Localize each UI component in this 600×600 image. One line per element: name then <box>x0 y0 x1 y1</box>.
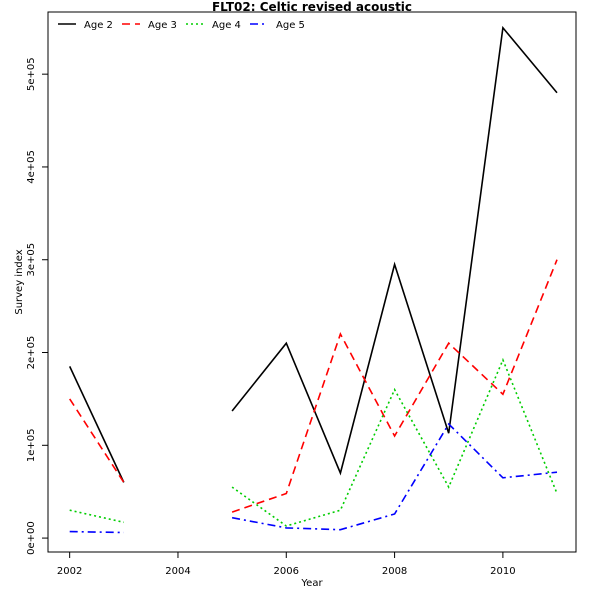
legend: Age 2 Age 3 Age 4 Age 5 <box>58 20 305 31</box>
x-tick-label: 2004 <box>165 566 190 577</box>
series-line-age-2 <box>68 366 125 483</box>
series-line-age-4 <box>69 509 124 524</box>
legend-label: Age 4 <box>212 20 241 31</box>
series-line-age-3 <box>231 259 558 513</box>
y-tick-label: 4e+05 <box>26 150 37 184</box>
x-tick-label: 2006 <box>274 566 299 577</box>
legend-label: Age 2 <box>84 20 113 31</box>
y-tick-label: 2e+05 <box>26 336 37 370</box>
series-line-age-4 <box>231 357 558 527</box>
x-tick-label: 2002 <box>57 566 82 577</box>
y-tick-label: 1e+05 <box>26 428 37 462</box>
chart-title: FLT02: Celtic revised acoustic <box>212 0 412 14</box>
series-line-age-2 <box>231 25 558 476</box>
y-tick-label: 5e+05 <box>26 57 37 91</box>
series-line-age-3 <box>69 398 125 483</box>
y-tick-label: 3e+05 <box>26 243 37 277</box>
series-line-age-5 <box>69 530 124 534</box>
x-tick-label: 2010 <box>490 566 515 577</box>
y-tick-label: 0e+00 <box>26 521 37 555</box>
x-tick-label: 2008 <box>382 566 407 577</box>
series-line-age-5 <box>231 422 558 531</box>
y-axis-label: Survey index <box>14 249 25 314</box>
series-lines <box>68 25 558 534</box>
plot-frame <box>47 11 577 553</box>
x-axis-label: Year <box>300 578 323 589</box>
legend-label: Age 3 <box>148 20 177 31</box>
legend-label: Age 5 <box>276 20 305 31</box>
axes: 2002 2004 2006 2008 2010 0e+00 1e+05 2e+05 3e+05… <box>26 57 516 577</box>
